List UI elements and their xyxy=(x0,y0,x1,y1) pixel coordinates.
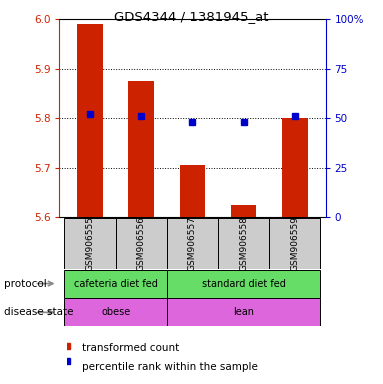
Bar xyxy=(218,218,269,269)
Text: GDS4344 / 1381945_at: GDS4344 / 1381945_at xyxy=(114,10,269,23)
Bar xyxy=(64,218,116,269)
Bar xyxy=(167,270,321,298)
Bar xyxy=(116,218,167,269)
Bar xyxy=(77,24,103,217)
Text: standard diet fed: standard diet fed xyxy=(202,278,286,289)
Text: transformed count: transformed count xyxy=(82,343,180,353)
Bar xyxy=(231,205,257,217)
Bar xyxy=(282,118,308,217)
Text: obese: obese xyxy=(101,307,130,318)
Bar xyxy=(167,298,321,326)
Text: lean: lean xyxy=(233,307,254,318)
Text: GSM906556: GSM906556 xyxy=(137,216,146,271)
Bar xyxy=(128,81,154,217)
Bar xyxy=(167,218,218,269)
Text: GSM906559: GSM906559 xyxy=(290,216,300,271)
Text: GSM906555: GSM906555 xyxy=(85,216,95,271)
Bar xyxy=(269,218,321,269)
Text: disease state: disease state xyxy=(4,307,73,318)
Text: percentile rank within the sample: percentile rank within the sample xyxy=(82,362,258,372)
Bar xyxy=(64,270,167,298)
Text: protocol: protocol xyxy=(4,278,47,289)
Bar xyxy=(180,165,205,217)
Text: GSM906558: GSM906558 xyxy=(239,216,248,271)
Text: GSM906557: GSM906557 xyxy=(188,216,197,271)
Text: cafeteria diet fed: cafeteria diet fed xyxy=(74,278,158,289)
Bar xyxy=(64,298,167,326)
